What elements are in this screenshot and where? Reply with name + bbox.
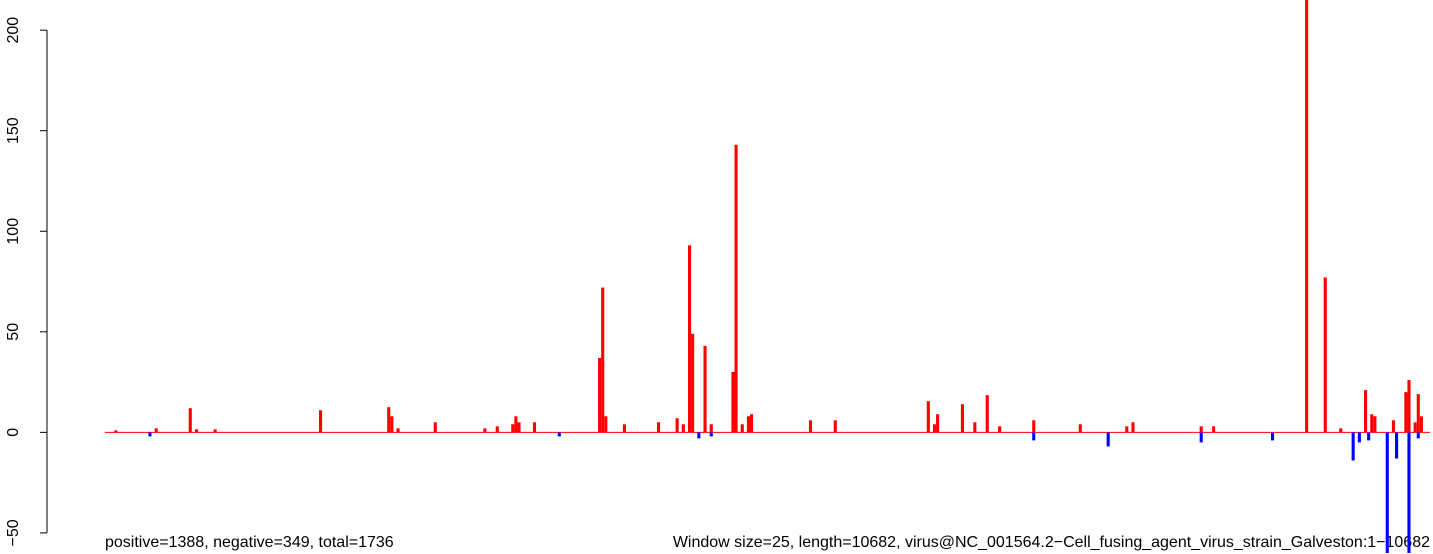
bar bbox=[709, 424, 713, 433]
bar bbox=[1407, 432, 1411, 553]
bar bbox=[148, 432, 152, 437]
bar bbox=[1364, 390, 1368, 433]
bar bbox=[1078, 424, 1082, 433]
bar bbox=[396, 428, 400, 433]
footer-right: Window size=25, length=10682, virus@NC_0… bbox=[673, 534, 1430, 551]
bar bbox=[1270, 432, 1275, 441]
bar bbox=[709, 432, 713, 437]
bar bbox=[532, 422, 537, 433]
y-tick-label: 200 bbox=[5, 17, 22, 44]
bar bbox=[495, 426, 499, 433]
y-tick-label: 150 bbox=[5, 117, 22, 144]
bar bbox=[960, 404, 964, 433]
bar bbox=[1367, 432, 1371, 441]
bar bbox=[740, 424, 744, 433]
bar bbox=[681, 424, 685, 433]
bar bbox=[1212, 426, 1216, 433]
bar bbox=[703, 345, 707, 433]
bar bbox=[833, 420, 837, 433]
y-tick-label: 50 bbox=[5, 323, 22, 341]
y-tick-label: 100 bbox=[5, 218, 22, 245]
bar bbox=[1032, 420, 1036, 433]
bar bbox=[656, 422, 661, 433]
bar bbox=[318, 410, 323, 433]
bar bbox=[731, 372, 735, 433]
bar bbox=[1351, 432, 1355, 461]
bar bbox=[808, 420, 813, 433]
bar bbox=[998, 426, 1002, 433]
bar bbox=[734, 144, 738, 433]
bar bbox=[687, 245, 692, 433]
y-tick-label: 0 bbox=[5, 428, 22, 437]
bar bbox=[1370, 414, 1374, 433]
bar bbox=[483, 428, 487, 433]
bar bbox=[622, 424, 626, 433]
bar bbox=[387, 407, 391, 433]
bar bbox=[1404, 392, 1408, 433]
bar bbox=[1305, 0, 1309, 433]
bar bbox=[1385, 432, 1389, 553]
bar bbox=[1413, 422, 1417, 433]
bar bbox=[517, 422, 521, 433]
bar bbox=[154, 428, 158, 433]
bar bbox=[1339, 428, 1343, 433]
bar bbox=[1419, 416, 1423, 433]
bar bbox=[936, 414, 940, 433]
bar bbox=[746, 416, 751, 433]
bar bbox=[1391, 420, 1396, 433]
bar bbox=[188, 408, 192, 433]
bar bbox=[1199, 426, 1203, 433]
bar bbox=[1323, 277, 1327, 433]
bar bbox=[433, 422, 437, 433]
footer-left: positive=1388, negative=349, total=1736 bbox=[105, 534, 394, 551]
bar bbox=[390, 416, 394, 433]
bar bbox=[598, 357, 602, 433]
bar bbox=[675, 418, 679, 433]
bar bbox=[1106, 432, 1110, 447]
bar bbox=[1395, 432, 1399, 459]
bar bbox=[973, 422, 977, 433]
bar bbox=[1407, 380, 1411, 433]
y-tick-label: −50 bbox=[5, 519, 22, 546]
bar bbox=[1131, 422, 1135, 433]
bar bbox=[1416, 432, 1420, 439]
bar bbox=[926, 401, 930, 433]
bar bbox=[114, 430, 118, 433]
bar bbox=[511, 424, 515, 433]
bar bbox=[1199, 432, 1203, 443]
bar bbox=[1373, 416, 1377, 433]
bar bbox=[1125, 426, 1129, 433]
bar bbox=[697, 432, 701, 439]
bar bbox=[1416, 394, 1420, 433]
bar bbox=[932, 424, 937, 433]
bar bbox=[601, 287, 605, 433]
bar bbox=[1357, 432, 1361, 443]
bar bbox=[213, 429, 217, 433]
bar bbox=[1032, 432, 1036, 441]
bar bbox=[750, 414, 754, 433]
bar bbox=[557, 432, 561, 437]
bar bbox=[691, 333, 695, 433]
bar bbox=[514, 416, 518, 433]
bar bbox=[985, 395, 989, 433]
bar bbox=[604, 416, 608, 433]
bar bbox=[194, 429, 199, 433]
